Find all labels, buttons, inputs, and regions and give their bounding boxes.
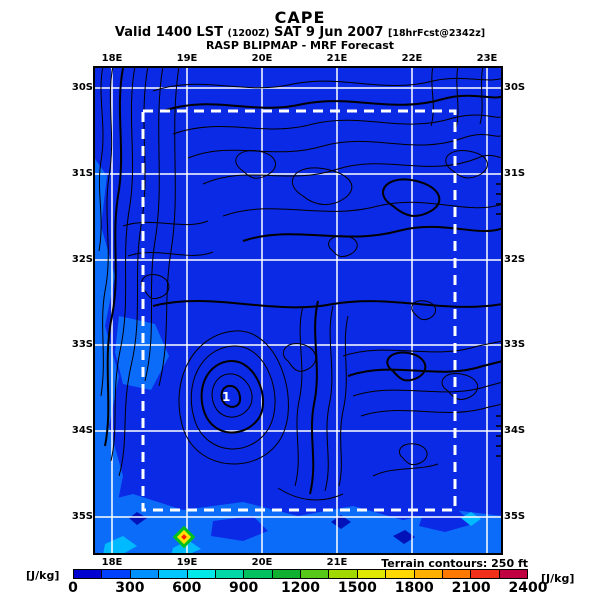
lat-label-right-35S: 35S [504, 511, 526, 522]
lon-label-top-20E: 20E [251, 53, 273, 64]
lat-label-left-33S: 33S [71, 339, 93, 350]
colorbar-segment-6 [243, 570, 272, 578]
colorbar-segment-4 [186, 570, 215, 578]
colorbar-segment-2 [129, 570, 159, 578]
terrain-contour-note: Terrain contours: 250 ft [381, 557, 528, 570]
lat-label-left-31S: 31S [71, 168, 93, 179]
colorbar-segment-15 [498, 570, 527, 578]
colorbar-segment-8 [300, 570, 329, 578]
colorbar-unit-right: [J/kg] [541, 572, 575, 585]
valid-date: SAT 9 Jun 2007 [269, 25, 388, 40]
map-frame [93, 66, 503, 555]
lat-label-right-31S: 31S [504, 168, 526, 179]
colorbar-label-2400: 2400 [508, 580, 548, 596]
colorbar-segment-12 [413, 570, 442, 578]
colorbar-label-300: 300 [115, 580, 145, 596]
lon-label-bottom-19E: 19E [176, 557, 198, 568]
inner-domain-dashed-box [141, 109, 457, 512]
lon-label-bottom-20E: 20E [251, 557, 273, 568]
colorbar-label-900: 900 [229, 580, 259, 596]
lon-label-top-23E: 23E [476, 53, 498, 64]
zulu-time: (1200Z) [227, 28, 270, 39]
cape-map-canvas [93, 66, 503, 555]
map-area [93, 66, 503, 555]
colorbar-segment-10 [356, 570, 386, 578]
lon-label-top-21E: 21E [326, 53, 348, 64]
colorbar-label-1200: 1200 [281, 580, 320, 596]
lat-label-right-34S: 34S [504, 425, 526, 436]
colorbar-segment-9 [328, 570, 357, 578]
colorbar-segment-1 [101, 570, 130, 578]
colorbar-segment-0 [74, 570, 102, 578]
colorbar-label-1800: 1800 [394, 580, 434, 596]
lat-label-right-33S: 33S [504, 339, 526, 350]
lat-label-right-30S: 30S [504, 82, 526, 93]
lon-label-top-22E: 22E [401, 53, 423, 64]
lat-label-right-32S: 32S [504, 254, 526, 265]
colorbar-value-labels: 0 300 600 900 1200 1500 1800 2100 2400 [68, 580, 547, 596]
colorbar-segment-13 [441, 570, 471, 578]
colorbar-segment-7 [271, 570, 300, 578]
value-annotation: 1 [222, 390, 231, 404]
colorbar-label-2100: 2100 [451, 580, 491, 596]
lon-label-bottom-18E: 18E [101, 557, 123, 568]
lat-label-left-34S: 34S [71, 425, 93, 436]
colorbar-label-1500: 1500 [337, 580, 377, 596]
colorbar-unit-left: [J/kg] [26, 569, 60, 582]
colorbar-segment-11 [385, 570, 414, 578]
page-title: CAPE [274, 8, 326, 27]
colorbar-segment-14 [470, 570, 499, 578]
terrain-contour-lines [98, 66, 503, 501]
lon-label-top-18E: 18E [101, 53, 123, 64]
lon-label-top-19E: 19E [176, 53, 198, 64]
cape-background-fill [93, 66, 503, 555]
colorbar-segment-5 [214, 570, 244, 578]
lat-label-left-32S: 32S [71, 254, 93, 265]
lat-label-left-30S: 30S [71, 82, 93, 93]
colorbar-segment-3 [158, 570, 187, 578]
colorbar-label-0: 0 [68, 580, 78, 596]
valid-time-line: Valid 1400 LST (1200Z) SAT 9 Jun 2007 [1… [0, 25, 600, 40]
lon-label-bottom-21E: 21E [326, 557, 348, 568]
cape-colorbar [73, 569, 528, 579]
valid-time-prefix: Valid 1400 LST [114, 25, 228, 40]
model-source-line: RASP BLIPMAP - MRF Forecast [205, 39, 395, 52]
forecast-run-info: [18hrFcst@2342z] [388, 28, 486, 39]
colorbar-label-600: 600 [172, 580, 202, 596]
lat-label-left-35S: 35S [71, 511, 93, 522]
